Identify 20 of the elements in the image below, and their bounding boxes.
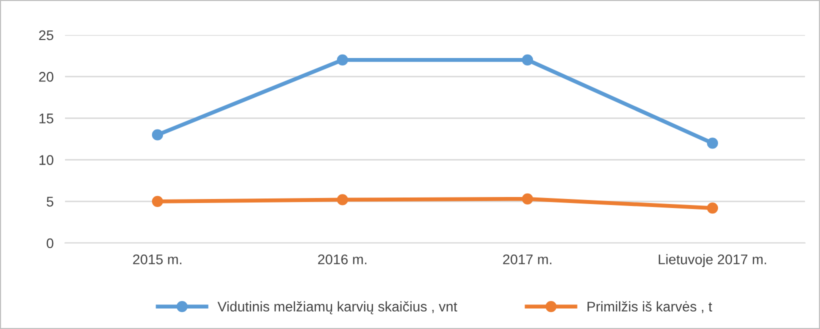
point — [152, 129, 164, 140]
y-tick-label: 15 — [40, 114, 54, 124]
y-tick-label: 0 — [46, 238, 54, 248]
x-tick-label: 2017 m. — [503, 254, 552, 264]
point — [706, 202, 718, 214]
point — [152, 196, 164, 207]
x-tick-label: 2016 m. — [318, 254, 366, 264]
y-tick-label: 25 — [39, 30, 54, 40]
legend-label: Primilžis iš karvės , t — [588, 301, 712, 314]
point — [336, 54, 348, 66]
point — [706, 138, 718, 149]
point — [522, 54, 534, 66]
y-tick-label: 5 — [46, 196, 54, 207]
x-tick-label: 2015 m. — [133, 254, 182, 264]
y-tick-label: 20 — [39, 72, 54, 82]
x-tick-label: Lietuvoje 2017 m. — [658, 254, 766, 268]
point — [336, 194, 348, 206]
point — [522, 193, 534, 204]
y-tick-label: 10 — [40, 155, 54, 165]
legend-label: Vidutinis melžiamų karvių skaičius , vnt — [218, 301, 458, 314]
